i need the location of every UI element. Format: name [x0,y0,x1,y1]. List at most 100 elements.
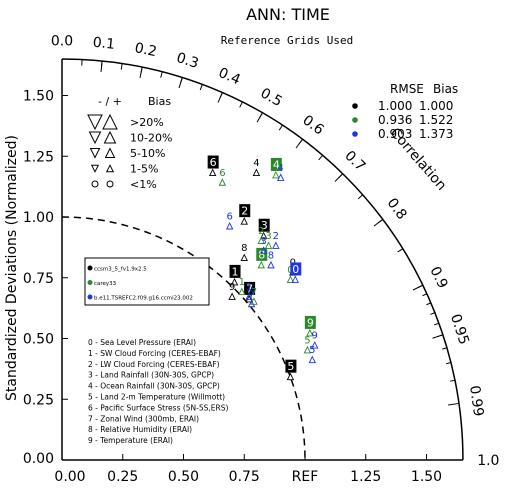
stats-bias: 1.522 [419,113,453,127]
correlation-tick [430,312,436,315]
point-bias-marker [272,241,280,249]
point-bias-marker [240,253,248,262]
point-bias-marker [291,275,300,283]
bias-circle-icon [106,180,114,188]
point-box [258,218,270,232]
point-bias-marker [228,292,236,300]
correlation-tick-label: 1.0 [477,453,499,469]
correlation-tick [450,379,456,382]
y-tick-label: 1.00 [23,210,54,226]
point-label: 3 [261,236,267,247]
bias-up-triangle-icon [105,164,115,173]
case-legend-label: ccsm3_5_fv1.9x2.5 [94,267,147,273]
correlation-tick [448,402,460,406]
point-label: 8 [268,250,274,261]
chart-subtitle: Reference Grids Used [221,34,353,47]
point-box [285,359,297,373]
point-label: 4 [278,163,284,174]
point-bias-marker [208,168,217,176]
point-label: 2 [258,226,264,237]
point-box [239,204,251,218]
stats-rmse: 0.936 [378,113,412,127]
point-bias-marker [286,372,295,381]
correlation-tick-label: 0.1 [92,35,116,53]
point-bias-marker [245,294,253,303]
case-legend-label: b.e11.TSREFC2.f09.g16.ccmi23.002 [94,296,193,302]
correlation-tick-label: 0.95 [447,312,472,347]
y-tick-label: 1.50 [23,89,54,105]
point-bias-marker [276,173,285,181]
point-bias-marker [245,292,253,300]
correlation-tick [239,101,243,108]
point-box [229,264,241,278]
correlation-tick [434,322,440,326]
correlation-tick [446,362,452,365]
correlation-tick [426,302,432,306]
correlation-tick-label: 0.4 [216,65,243,89]
bias-down-triangle-icon [90,164,100,173]
point-label: 5 [304,335,310,346]
bias-down-triangle-icon [88,131,102,145]
bias-up-triangle-icon [102,113,118,130]
point-label: 1 [239,277,245,288]
correlation-tick [357,194,364,200]
correlation-tick [178,77,183,89]
variable-label: 2 - LW Cloud Forcing (CERES-EBAF) [88,360,220,369]
point-label: 0 [292,263,299,276]
point-bias-marker [250,297,258,305]
y-tick-label: 0.25 [23,392,54,408]
correlation-tick-label: 0.2 [133,40,158,60]
bias-down-triangle-icon [87,114,103,131]
bias-header: Bias [433,82,458,96]
point-label: 8 [258,248,265,261]
correlation-tick-label: 0.0 [51,34,73,50]
correlation-tick [373,219,384,227]
point-bias-marker [240,217,248,225]
point-label: 9 [312,331,318,342]
legends: - / + Bias >20% 10-20% 5-10% 1-5% <1% RMSE Bias 1… [84,82,458,445]
point-bias-marker [247,299,256,308]
variable-label: 3 - Land Rainfall (30N-30S, GPCP) [88,371,214,380]
variable-label: 4 - Ocean Rainfall (30N-30S, GPCP) [88,382,220,391]
point-label: 7 [248,289,254,300]
correlation-tick [256,112,263,123]
correlation-tick-label: 0.3 [174,50,200,72]
x-tick-label: 0.75 [229,469,260,485]
point-bias-marker [257,236,265,245]
correlation-tick [120,63,123,70]
point-label: 3 [265,231,271,242]
variable-label: 0 - Sea Level Pressure (ERAI) [88,338,196,347]
correlation-tick [278,124,283,131]
x-tick-label: 0.50 [168,469,199,485]
bias-down-triangle-icon [89,148,101,159]
point-label: 5 [309,345,315,356]
case-legend-box [84,257,210,306]
point-label: 7 [246,282,253,295]
point-box [304,315,316,329]
stats-rmse: 1.000 [378,99,412,113]
point-label: 6 [226,212,232,223]
correlation-tick [422,293,428,297]
bias-legend-label: 5-10% [130,147,165,160]
bias-up-triangle-icon [103,130,117,144]
point-label: 3 [261,219,268,232]
point-bias-marker [252,168,261,176]
ref-label: REF [292,469,319,485]
bias-legend-label: >20% [130,116,164,129]
point-bias-marker [230,277,239,286]
correlation-tick [295,138,303,149]
point-box [244,281,256,295]
point-bias-marker [303,345,312,354]
point-bias-marker [308,355,317,364]
point-bias-marker [259,231,268,240]
correlation-tick [139,67,143,78]
bias-legend-title: Bias [148,95,171,108]
correlation-tick [432,334,444,339]
correlation-tick [199,84,203,91]
correlation-tick [412,284,424,291]
variable-label: 8 - Relative Humidity (ERAI) [88,425,192,434]
point-label: 4 [253,158,259,169]
correlation-tick-label: 0.8 [384,195,410,222]
x-tick-label: 0.00 [54,469,85,485]
